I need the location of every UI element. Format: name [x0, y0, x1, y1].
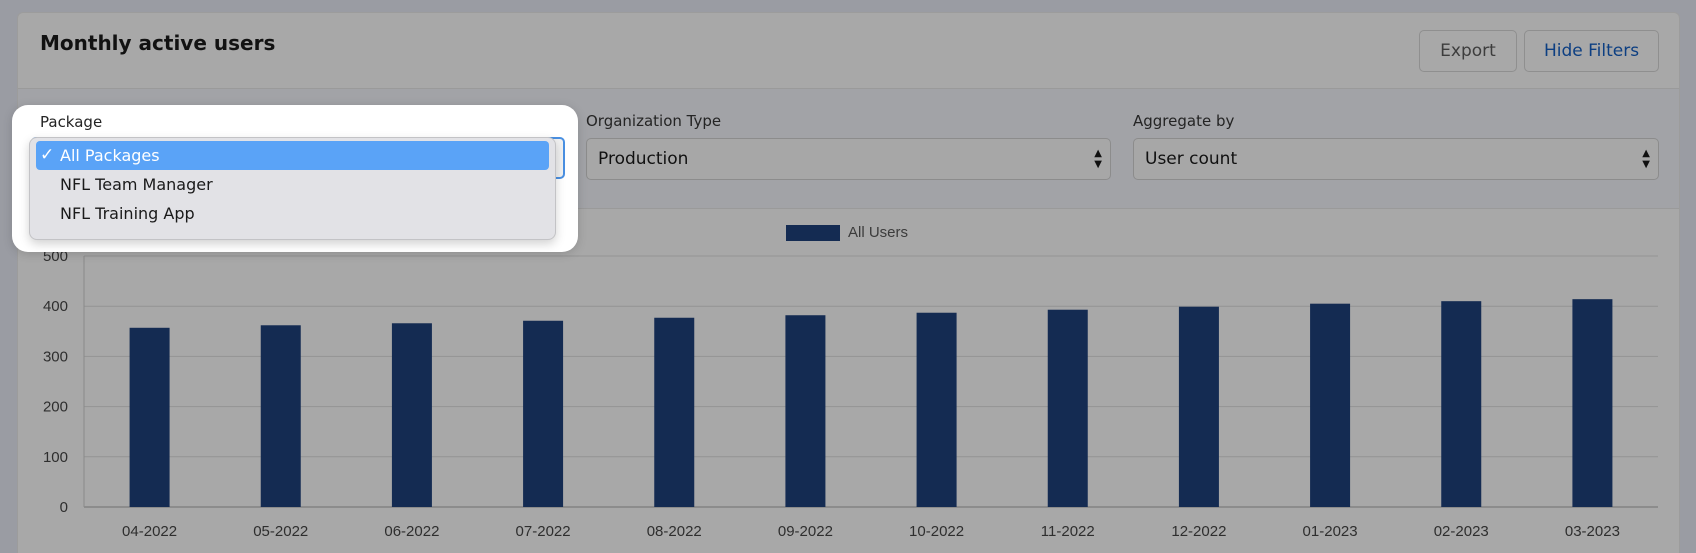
- legend-label: All Users: [848, 224, 909, 241]
- bar-08-2022[interactable]: [654, 317, 695, 507]
- bar-04-2022[interactable]: [129, 327, 170, 507]
- bar-01-2023[interactable]: [1310, 303, 1351, 507]
- legend-swatch: [786, 224, 840, 241]
- organization-type-select[interactable]: Production ▲ ▼: [586, 138, 1111, 180]
- y-tick-label: 500: [43, 248, 68, 265]
- aggregate-by-select[interactable]: User count ▲ ▼: [1133, 138, 1659, 180]
- option-label: NFL Training App: [60, 204, 195, 223]
- x-tick-label: 08-2022: [647, 523, 702, 540]
- package-dropdown-highlight: Package ✓ All Packages NFL Team Manager …: [12, 105, 578, 252]
- y-tick-label: 400: [43, 298, 68, 315]
- package-option-all-packages[interactable]: ✓ All Packages: [36, 141, 549, 170]
- organization-type-value: Production: [598, 149, 689, 169]
- bar-12-2022[interactable]: [1178, 306, 1219, 507]
- option-label: All Packages: [60, 146, 160, 165]
- x-tick-label: 05-2022: [253, 523, 308, 540]
- x-tick-label: 04-2022: [122, 523, 177, 540]
- bar-03-2023[interactable]: [1572, 299, 1613, 507]
- x-tick-label: 02-2023: [1434, 523, 1489, 540]
- y-tick-label: 300: [43, 348, 68, 365]
- x-tick-label: 07-2022: [516, 523, 571, 540]
- select-arrows-icon: ▲ ▼: [1642, 148, 1650, 170]
- bar-10-2022[interactable]: [916, 312, 957, 507]
- chart-legend: All Users: [786, 224, 908, 241]
- package-option-nfl-training-app[interactable]: NFL Training App: [36, 199, 549, 228]
- aggregate-by-label: Aggregate by: [1133, 112, 1235, 130]
- x-tick-label: 09-2022: [778, 523, 833, 540]
- bar-06-2022[interactable]: [391, 323, 432, 507]
- bar-07-2022[interactable]: [523, 320, 564, 507]
- card-header: Monthly active users Export Hide Filters: [18, 13, 1679, 89]
- bar-09-2022[interactable]: [785, 315, 826, 507]
- package-label: Package: [40, 113, 103, 131]
- checkmark-icon: ✓: [40, 145, 55, 165]
- hide-filters-button[interactable]: Hide Filters: [1524, 30, 1659, 72]
- package-option-nfl-team-manager[interactable]: NFL Team Manager: [36, 170, 549, 199]
- select-arrows-icon: ▲ ▼: [1094, 148, 1102, 170]
- package-dropdown-menu: ✓ All Packages NFL Team Manager NFL Trai…: [29, 137, 556, 240]
- x-tick-label: 11-2022: [1041, 523, 1095, 540]
- x-tick-label: 06-2022: [384, 523, 439, 540]
- x-tick-label: 12-2022: [1171, 523, 1226, 540]
- y-tick-label: 200: [43, 399, 68, 416]
- y-tick-label: 0: [60, 499, 68, 516]
- option-label: NFL Team Manager: [60, 175, 213, 194]
- x-tick-label: 01-2023: [1303, 523, 1358, 540]
- x-tick-label: 03-2023: [1565, 523, 1620, 540]
- aggregate-by-value: User count: [1145, 149, 1238, 169]
- y-tick-label: 100: [43, 449, 68, 466]
- page-title: Monthly active users: [40, 31, 276, 55]
- bar-02-2023[interactable]: [1441, 301, 1482, 507]
- bar-05-2022[interactable]: [260, 325, 301, 507]
- export-button[interactable]: Export: [1419, 30, 1517, 72]
- organization-type-label: Organization Type: [586, 112, 722, 130]
- x-tick-label: 10-2022: [909, 523, 964, 540]
- bar-11-2022[interactable]: [1047, 309, 1088, 507]
